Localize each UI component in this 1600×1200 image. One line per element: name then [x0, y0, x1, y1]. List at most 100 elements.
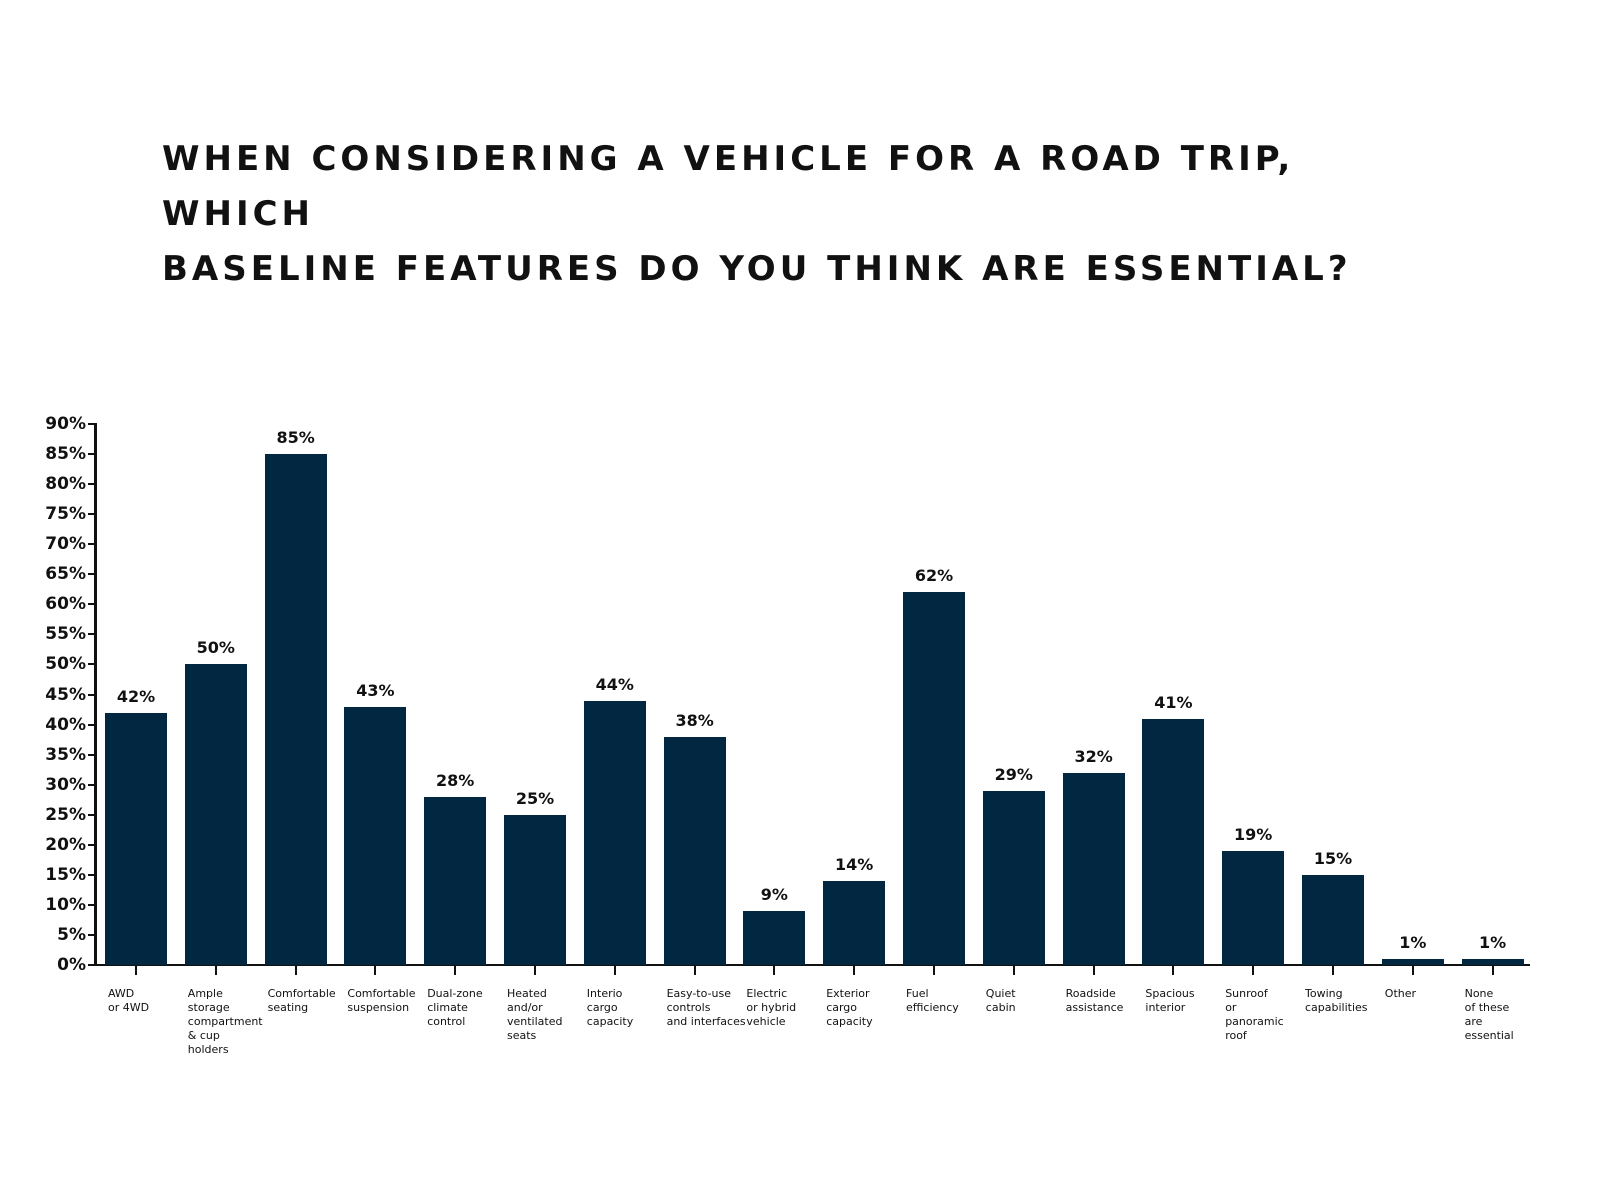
bar — [105, 712, 167, 965]
chart-title-line-1: WHEN CONSIDERING A VEHICLE FOR A ROAD TR… — [162, 139, 1295, 234]
x-category-label: None of these are essential — [1464, 987, 1514, 1042]
x-tick — [933, 966, 935, 975]
bar — [184, 664, 247, 965]
x-category-label: Dual-zone climate control — [427, 987, 483, 1028]
y-tick-label: 45% — [45, 684, 86, 705]
y-tick-label: 30% — [45, 774, 86, 795]
y-axis — [94, 423, 97, 966]
y-tick — [88, 843, 95, 846]
y-tick — [88, 543, 95, 546]
x-tick — [1411, 966, 1414, 975]
x-category-label: Comfortable seating — [267, 987, 336, 1014]
y-tick-label: 15% — [45, 864, 86, 885]
bar-value-label: 29% — [994, 764, 1033, 784]
x-category-label: Other — [1384, 987, 1417, 1000]
x-category-label: Quiet cabin — [985, 987, 1016, 1014]
bar-value-label: 42% — [116, 686, 156, 706]
x-tick — [214, 966, 217, 975]
y-tick-label: 65% — [45, 564, 86, 585]
bar — [1222, 850, 1285, 965]
x-category-label: Interio cargo capacity — [586, 987, 634, 1028]
bar — [982, 790, 1045, 965]
bar — [1062, 772, 1125, 965]
x-tick — [534, 966, 536, 975]
x-category-label: AWD or 4WD — [108, 987, 150, 1014]
chart-title: WHEN CONSIDERING A VEHICLE FOR A ROAD TR… — [162, 132, 1462, 297]
y-tick-label: 40% — [45, 714, 86, 735]
y-tick-label: 25% — [45, 804, 86, 825]
y-tick — [88, 903, 95, 906]
x-tick — [1012, 966, 1015, 975]
bar-value-label: 15% — [1313, 848, 1353, 868]
bar-value-label: 32% — [1074, 746, 1113, 766]
x-category-label: Spacious interior — [1145, 987, 1195, 1014]
y-tick-label: 0% — [57, 955, 86, 975]
bar-value-label: 43% — [356, 680, 395, 700]
y-tick — [88, 783, 95, 786]
bar-value-label: 41% — [1154, 692, 1193, 712]
bar — [903, 592, 965, 965]
y-tick — [88, 603, 95, 606]
bar — [424, 796, 487, 965]
y-tick — [88, 873, 95, 876]
x-axis — [94, 964, 1530, 966]
y-tick — [88, 573, 95, 576]
y-tick — [88, 483, 95, 486]
y-tick-label: 75% — [45, 504, 86, 525]
y-tick — [88, 663, 95, 666]
y-tick-label: 20% — [45, 834, 86, 855]
x-category-label: Comfortable suspension — [347, 987, 416, 1014]
y-tick — [88, 753, 95, 756]
x-category-label: Electric or hybrid vehicle — [746, 987, 797, 1028]
bar-value-label: 1% — [1399, 932, 1427, 952]
bar — [1461, 958, 1524, 965]
x-tick — [693, 966, 696, 975]
y-tick-label: 70% — [45, 534, 86, 555]
y-tick — [88, 813, 95, 816]
bar — [264, 454, 327, 965]
x-tick — [1172, 966, 1175, 975]
y-tick — [88, 933, 95, 936]
bar — [663, 736, 726, 965]
x-category-label: Ample storage compartment & cup holders — [187, 987, 263, 1056]
y-tick-label: 5% — [57, 924, 86, 945]
y-tick-label: 10% — [45, 894, 86, 915]
x-category-label: Easy-to-use controls and interfaces — [666, 987, 746, 1028]
x-tick — [294, 966, 297, 975]
bar-value-label: 28% — [436, 770, 475, 790]
x-category-label: Roadside assistance — [1065, 987, 1124, 1014]
y-tick — [88, 513, 95, 516]
bar-value-label: 38% — [675, 710, 714, 730]
bar-value-label: 1% — [1479, 932, 1507, 952]
x-tick — [1491, 966, 1494, 975]
bar-value-label: 50% — [196, 638, 235, 658]
x-tick — [773, 966, 776, 975]
y-tick-label: 90% — [45, 414, 86, 434]
x-tick — [1092, 966, 1095, 975]
x-category-label: Sunroof or panoramic roof — [1225, 987, 1284, 1042]
chart-title-line-2: BASELINE FEATURES DO YOU THINK ARE ESSEN… — [162, 249, 1352, 289]
y-tick-label: 80% — [45, 474, 86, 495]
bar — [344, 706, 407, 965]
bar — [1142, 718, 1205, 965]
y-tick — [88, 633, 95, 636]
y-tick-label: 85% — [45, 444, 86, 465]
x-tick — [1332, 966, 1334, 975]
bar-value-label: 44% — [595, 674, 634, 694]
x-category-label: Exterior cargo capacity — [826, 987, 873, 1028]
x-tick — [454, 966, 457, 975]
x-tick — [613, 966, 616, 975]
bar-value-label: 25% — [515, 788, 555, 808]
y-tick — [88, 693, 95, 696]
bar — [823, 880, 886, 965]
x-tick — [374, 966, 377, 975]
bar — [583, 700, 646, 965]
y-tick — [88, 723, 95, 726]
y-tick — [88, 453, 95, 456]
y-tick-label: 55% — [45, 624, 86, 645]
bar-value-label: 62% — [914, 566, 954, 586]
y-tick — [88, 423, 95, 425]
y-tick-label: 50% — [45, 654, 86, 675]
bar — [743, 910, 806, 965]
